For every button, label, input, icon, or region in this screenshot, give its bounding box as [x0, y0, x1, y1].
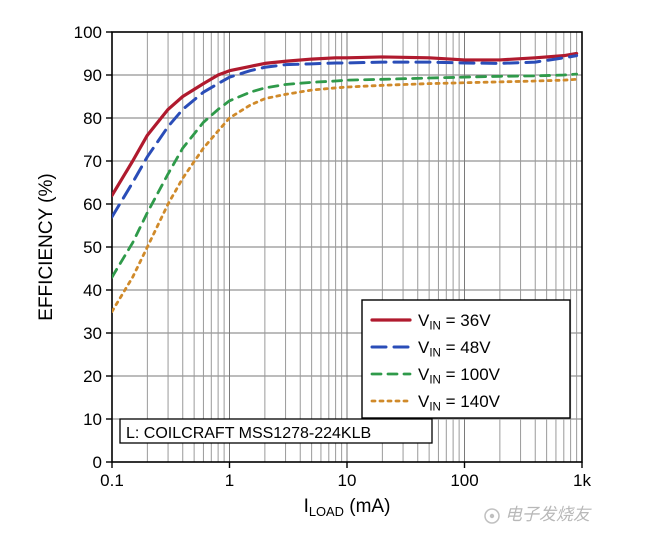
svg-text:60: 60: [83, 195, 102, 214]
svg-text:VIN = 48V: VIN = 48V: [418, 338, 491, 360]
svg-text:L: COILCRAFT MSS1278-224KLB: L: COILCRAFT MSS1278-224KLB: [126, 425, 371, 442]
svg-text:100: 100: [74, 23, 102, 42]
svg-text:50: 50: [83, 238, 102, 257]
svg-text:100: 100: [450, 471, 478, 490]
svg-text:1k: 1k: [573, 471, 591, 490]
svg-text:EFFICIENCY (%): EFFICIENCY (%): [36, 173, 57, 320]
svg-text:10: 10: [83, 410, 102, 429]
svg-text:10: 10: [338, 471, 357, 490]
efficiency-chart-svg: 01020304050607080901000.11101001kILOAD (…: [0, 0, 650, 559]
svg-text:30: 30: [83, 324, 102, 343]
svg-text:VIN = 36V: VIN = 36V: [418, 311, 491, 333]
svg-text:0: 0: [93, 453, 102, 472]
svg-text:40: 40: [83, 281, 102, 300]
efficiency-chart-container: { "chart": { "type": "line", "width": 65…: [0, 0, 650, 559]
svg-text:电子发烧友: 电子发烧友: [505, 505, 592, 524]
svg-text:1: 1: [225, 471, 234, 490]
svg-text:80: 80: [83, 109, 102, 128]
svg-text:0.1: 0.1: [100, 471, 124, 490]
svg-text:70: 70: [83, 152, 102, 171]
svg-text:20: 20: [83, 367, 102, 386]
svg-text:90: 90: [83, 66, 102, 85]
